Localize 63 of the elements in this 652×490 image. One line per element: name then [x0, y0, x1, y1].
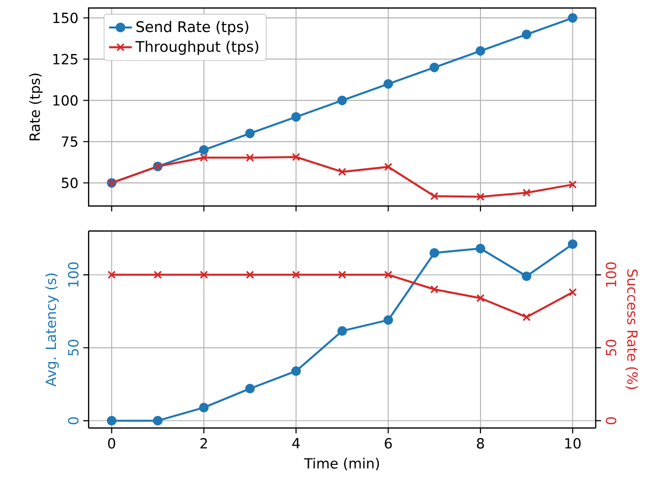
- y-tick-label: 125: [53, 54, 78, 64]
- x-tick-label: 6: [384, 438, 392, 449]
- point: [430, 248, 440, 258]
- point: [430, 285, 438, 294]
- y2-tick-label: 100: [606, 262, 616, 287]
- point: [383, 79, 394, 89]
- y-tick-label: 150: [53, 12, 78, 24]
- x-tick-label: 2: [200, 438, 207, 448]
- point: [430, 192, 438, 200]
- point: [292, 152, 300, 162]
- point: [337, 326, 347, 336]
- point: [152, 416, 163, 426]
- point: [430, 62, 440, 72]
- legend-label: Throughput (tps): [135, 40, 258, 55]
- x-tick-label: 10: [565, 438, 581, 449]
- point: [108, 270, 116, 279]
- point: [384, 162, 392, 171]
- y-tick-label: 50: [62, 178, 78, 188]
- point: [199, 402, 209, 412]
- y2-axis-title: Success Rate (%): [626, 270, 638, 390]
- legend-label: Send Rate (tps): [136, 20, 248, 36]
- point: [106, 416, 116, 426]
- x-tick-label: 8: [476, 438, 484, 449]
- x-tick-label: 0: [108, 438, 116, 449]
- point: [522, 271, 532, 282]
- point: [200, 154, 208, 162]
- point: [338, 168, 346, 176]
- point: [154, 270, 162, 279]
- y-tick-label: 75: [62, 136, 78, 147]
- point: [291, 112, 301, 122]
- point: [476, 192, 485, 201]
- point: [476, 46, 486, 56]
- point: [246, 270, 254, 279]
- point: [337, 96, 347, 106]
- y-axis-title: Avg. Latency (s): [45, 274, 59, 387]
- point: [522, 30, 532, 40]
- point: [246, 154, 254, 162]
- y-tick-label: 0: [68, 417, 79, 424]
- point: [291, 366, 301, 376]
- point: [568, 288, 577, 296]
- point: [245, 384, 255, 394]
- point: [338, 270, 346, 279]
- point: [522, 188, 531, 197]
- point: [476, 244, 486, 254]
- y2-tick-label: 0: [606, 417, 616, 424]
- y-tick-label: 50: [68, 340, 79, 356]
- y-axis-title: Rate (tps): [29, 74, 43, 140]
- point: [568, 180, 577, 189]
- point: [384, 270, 392, 279]
- y-tick-label: 100: [53, 95, 78, 106]
- x-tick-label: 4: [292, 438, 300, 448]
- point: [292, 270, 300, 279]
- x-axis-title: Time (min): [304, 458, 379, 470]
- point: [568, 239, 578, 249]
- y2-tick-label: 50: [606, 340, 616, 356]
- point: [200, 270, 208, 279]
- point: [245, 128, 255, 138]
- point: [568, 13, 578, 23]
- point: [476, 294, 485, 302]
- point: [522, 313, 531, 322]
- point: [199, 145, 209, 155]
- y-tick-label: 100: [68, 262, 79, 287]
- point: [383, 315, 394, 325]
